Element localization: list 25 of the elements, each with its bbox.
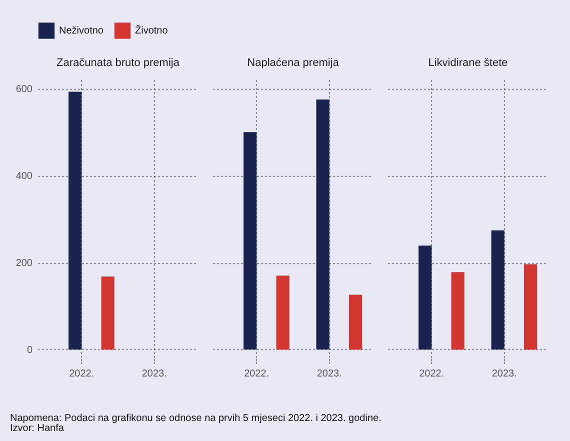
y-tick-label: 400 (16, 171, 33, 182)
chart-title: Zaračunata bruto premija (56, 57, 180, 69)
x-tick-label: 2022. (69, 368, 94, 380)
text: Napomena: Podaci na grafikonu se odnose na prvih 5 mjeseci 2022. i 2023. godine. (10, 413, 382, 424)
bar (276, 276, 290, 350)
x-tick-label: 2022. (419, 368, 444, 380)
y-tick-label: 600 (16, 84, 33, 96)
bar (491, 230, 504, 350)
text: Izvor: Hanfa (10, 423, 65, 434)
x-tick-label: 2023. (142, 368, 167, 380)
y-tick-label: 0 (26, 344, 33, 356)
legend-label: Životno (135, 24, 168, 37)
bar (316, 100, 330, 350)
bar (349, 294, 362, 350)
bar (451, 272, 464, 350)
legend-label: Neživotno (59, 26, 104, 37)
x-tick-label: 2023. (316, 368, 342, 380)
x-tick-label: 2023. (492, 368, 517, 380)
y-tick-label: 200 (16, 258, 33, 270)
chart-title: Naplaćena premija (247, 57, 340, 69)
bar (244, 132, 257, 350)
bar (524, 264, 538, 350)
bar (418, 246, 432, 350)
x-tick-label: 2022. (244, 368, 270, 380)
chart-title: Likvidirane štete (428, 57, 508, 69)
